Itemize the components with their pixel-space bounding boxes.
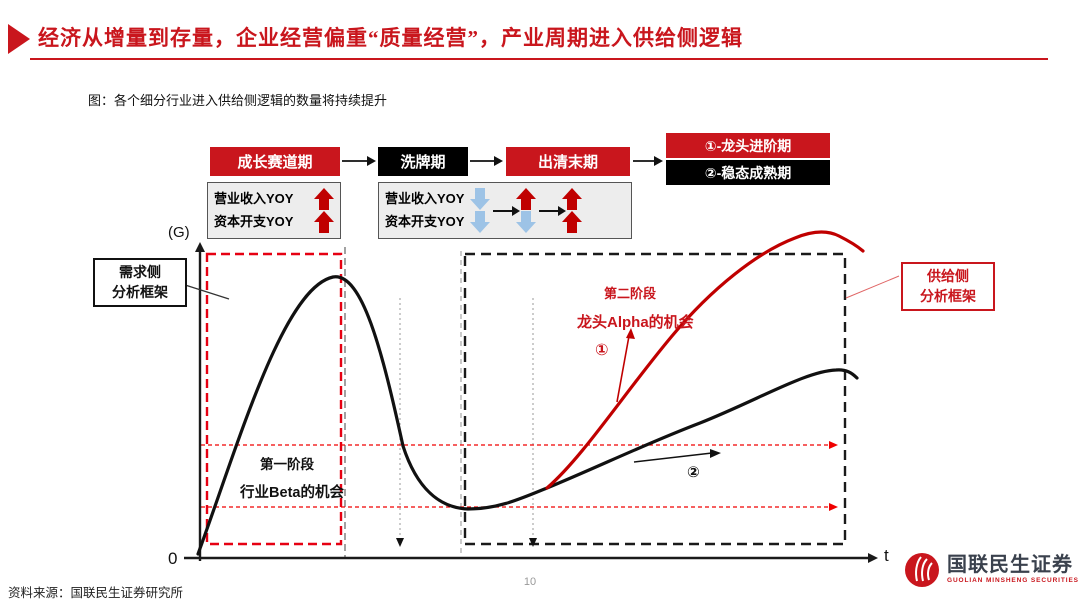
stage-leader-box: ①-龙头进阶期 xyxy=(666,133,830,158)
page-number: 10 xyxy=(523,576,537,588)
supply-framework-line2: 分析框架 xyxy=(920,287,976,304)
metric-label: 营业收入YOY xyxy=(214,191,294,206)
stage-leader-label: ①-龙头进阶期 xyxy=(704,137,792,154)
transition-arrow-icon xyxy=(539,205,567,216)
stage-shuffle-label: 洗牌期 xyxy=(400,154,446,171)
y-axis-arrowhead-icon xyxy=(195,242,205,252)
demand-frame-pointer xyxy=(181,283,230,300)
up-arrow-icon xyxy=(562,211,583,233)
down-arrowhead-icon xyxy=(529,538,537,547)
x-axis-label: t xyxy=(884,546,889,565)
source-note: 资料来源：国联民生证券研究所 xyxy=(8,586,184,600)
stage-mature-label: ②-稳态成熟期 xyxy=(704,164,792,181)
up-arrow-icon xyxy=(314,211,334,233)
company-logo: 国联民生证券 GUOLIAN MINSHENG SECURITIES xyxy=(903,551,1079,589)
logo-name: 国联民生证券 xyxy=(947,554,1073,577)
up-arrow-icon xyxy=(314,188,334,210)
right-arrowhead-icon xyxy=(829,441,838,449)
phase1-title: 第一阶段 xyxy=(260,457,314,472)
demand-framework-box: 需求侧 分析框架 xyxy=(93,258,187,308)
stage-growth-label: 成长赛道期 xyxy=(237,154,313,171)
up-arrow-icon xyxy=(562,188,583,210)
down-arrow-icon xyxy=(470,211,491,233)
stage-clearing-label: 出清末期 xyxy=(537,154,598,171)
stage-mature-box: ②-稳态成熟期 xyxy=(666,160,830,185)
stage-shuffle-box: 洗牌期 xyxy=(378,147,468,176)
x-axis-arrowhead-icon xyxy=(868,553,878,563)
marker-1: ① xyxy=(595,342,609,359)
title-underline xyxy=(30,58,1048,60)
phase2-subtitle: 龙头Alpha的机会 xyxy=(577,314,694,331)
supply-framework-box: 供给侧 分析框架 xyxy=(901,262,995,312)
origin-label: 0 xyxy=(168,549,178,568)
metric-label: 营业收入YOY xyxy=(385,191,465,206)
stage-growth-box: 成长赛道期 xyxy=(210,147,340,176)
up-arrow-icon xyxy=(516,188,537,210)
alpha-annotation-arrow xyxy=(616,335,630,403)
phase2-title: 第二阶段 xyxy=(604,286,657,301)
metric-label: 资本开支YOY xyxy=(385,214,465,229)
figure-caption: 图：各个细分行业进入供给侧逻辑的数量将持续提升 xyxy=(88,93,388,108)
phase1-subtitle: 行业Beta的机会 xyxy=(240,485,344,501)
title-triangle-icon xyxy=(8,24,30,54)
alpha-curve xyxy=(545,230,865,490)
down-arrow-icon xyxy=(470,188,491,210)
supply-frame-pointer xyxy=(845,275,900,299)
logo-icon xyxy=(905,553,939,587)
supply-framework-line1: 供给侧 xyxy=(927,268,969,284)
demand-beta-curve xyxy=(196,275,859,556)
logo-subtitle: GUOLIAN MINSHENG SECURITIES xyxy=(947,577,1079,585)
demand-framework-line2: 分析框架 xyxy=(112,283,168,300)
transition-arrow-icon xyxy=(493,205,521,216)
growth-metrics-box: 营业收入YOY 资本开支YOY xyxy=(207,182,341,239)
down-arrow-icon xyxy=(516,211,537,233)
stage-clearing-box: 出清末期 xyxy=(506,147,630,176)
marker-2: ② xyxy=(687,464,700,481)
clearing-metrics-box: 营业收入YOY 资本开支YOY xyxy=(378,182,632,239)
down-arrowhead-icon xyxy=(396,538,404,547)
metric-label: 资本开支YOY xyxy=(214,214,294,229)
right-arrowhead-icon xyxy=(829,503,838,511)
beta-annotation-arrow xyxy=(633,452,713,463)
demand-framework-line1: 需求侧 xyxy=(119,264,161,280)
right-arrowhead-icon xyxy=(710,449,721,458)
y-axis-label: (G) xyxy=(168,224,190,241)
page-title: 经济从增量到存量，企业经营偏重“质量经营”，产业周期进入供给侧逻辑 xyxy=(38,26,743,50)
